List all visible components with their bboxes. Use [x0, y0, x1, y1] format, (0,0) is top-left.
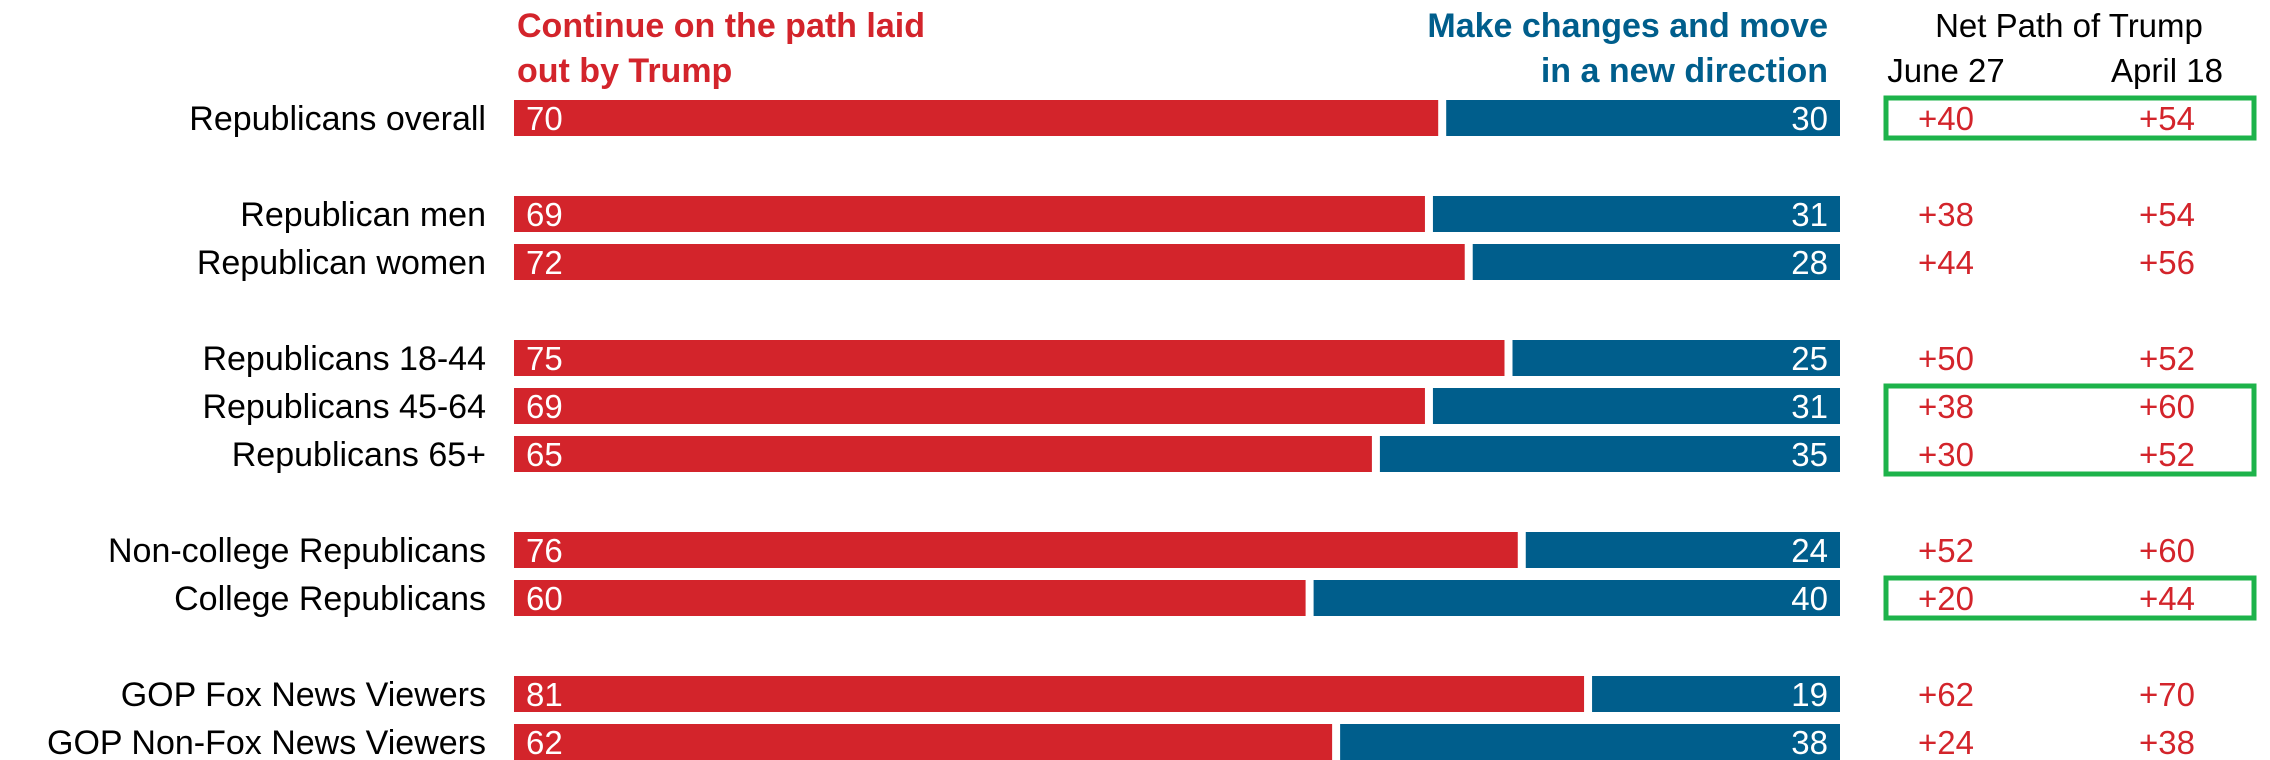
table-row: Republicans 45-64 69 31 +38 +60 [202, 388, 2195, 426]
continue-value-label: 75 [526, 340, 563, 377]
continue-bar [514, 580, 1306, 616]
net-april-value: +70 [2139, 676, 2195, 713]
continue-header-line2: out by Trump [517, 52, 732, 90]
net-april-value: +60 [2139, 388, 2195, 425]
change-value-label: 24 [1791, 532, 1828, 569]
continue-bar [514, 244, 1465, 280]
change-value-label: 38 [1791, 724, 1828, 760]
change-value-label: 31 [1791, 196, 1828, 233]
net-april-value: +52 [2139, 340, 2195, 377]
row-label: College Republicans [174, 580, 486, 618]
table-row: GOP Fox News Viewers 81 19 +62 +70 [121, 676, 2195, 714]
change-bar [1592, 676, 1840, 712]
continue-value-label: 81 [526, 676, 563, 713]
row-label: Republicans overall [189, 100, 486, 138]
change-bar [1512, 340, 1840, 376]
continue-value-label: 69 [526, 196, 563, 233]
continue-header-line1: Continue on the path laid [517, 7, 925, 45]
table-row: Republicans overall 70 30 +40 +54 [189, 100, 2195, 138]
continue-bar [514, 340, 1505, 376]
continue-value-label: 72 [526, 244, 563, 281]
highlight-boxes [1883, 95, 2257, 621]
continue-bar [514, 436, 1372, 472]
highlight-box [1883, 95, 2257, 141]
net-june-value: +52 [1918, 532, 1974, 569]
change-bar [1432, 388, 1840, 424]
change-bar [1379, 436, 1840, 472]
highlight-box [1883, 383, 2257, 477]
net-april-value: +52 [2139, 436, 2195, 473]
continue-bar [514, 724, 1333, 760]
row-label: GOP Non-Fox News Viewers [47, 724, 486, 760]
net-april-value: +44 [2139, 580, 2195, 617]
net-april-value: +54 [2139, 196, 2195, 233]
row-label: Republican women [197, 244, 486, 282]
change-header-line1: Make changes and move [1427, 7, 1828, 45]
change-bar [1446, 100, 1840, 136]
continue-value-label: 65 [526, 436, 563, 473]
change-value-label: 40 [1791, 580, 1828, 617]
table-row: Non-college Republicans 76 24 +52 +60 [108, 532, 2195, 570]
table-row: Republicans 65+ 65 35 +30 +52 [232, 436, 2195, 474]
continue-value-label: 62 [526, 724, 563, 760]
table-row: GOP Non-Fox News Viewers 62 38 +24 +38 [47, 724, 2195, 760]
change-value-label: 30 [1791, 100, 1828, 137]
net-april-value: +54 [2139, 100, 2195, 137]
continue-bar [514, 388, 1425, 424]
change-bar [1472, 244, 1840, 280]
change-bar [1432, 196, 1840, 232]
net-april-value: +56 [2139, 244, 2195, 281]
row-label: Non-college Republicans [108, 532, 486, 570]
row-label: Republicans 65+ [232, 436, 486, 474]
change-bar [1313, 580, 1840, 616]
change-bar [1340, 724, 1840, 760]
net-june-value: +38 [1918, 388, 1974, 425]
row-label: Republicans 45-64 [202, 388, 486, 426]
highlight-box [1883, 575, 2257, 621]
chart-headers: Continue on the path laid out by Trump M… [517, 7, 2223, 90]
net-june-value: +40 [1918, 100, 1974, 137]
continue-bar [514, 196, 1425, 232]
continue-bar [514, 100, 1439, 136]
table-row: Republican men 69 31 +38 +54 [240, 196, 2195, 234]
net-april-value: +60 [2139, 532, 2195, 569]
continue-value-label: 60 [526, 580, 563, 617]
net-june-value: +50 [1918, 340, 1974, 377]
table-row: College Republicans 60 40 +20 +44 [174, 580, 2195, 618]
change-value-label: 25 [1791, 340, 1828, 377]
net-june-value: +24 [1918, 724, 1974, 760]
table-row: Republicans 18-44 75 25 +50 +52 [202, 340, 2195, 378]
continue-value-label: 76 [526, 532, 563, 569]
net-column-april: April 18 [2111, 52, 2223, 89]
net-june-value: +30 [1918, 436, 1974, 473]
net-june-value: +44 [1918, 244, 1974, 281]
row-label: Republican men [240, 196, 486, 234]
net-june-value: +62 [1918, 676, 1974, 713]
continue-value-label: 69 [526, 388, 563, 425]
change-value-label: 28 [1791, 244, 1828, 281]
table-row: Republican women 72 28 +44 +56 [197, 244, 2195, 282]
row-label: Republicans 18-44 [202, 340, 486, 378]
change-bar [1525, 532, 1840, 568]
net-april-value: +38 [2139, 724, 2195, 760]
continue-bar [514, 676, 1585, 712]
change-header-line2: in a new direction [1541, 52, 1828, 90]
net-june-value: +38 [1918, 196, 1974, 233]
net-title: Net Path of Trump [1935, 7, 2203, 44]
change-value-label: 31 [1791, 388, 1828, 425]
continue-value-label: 70 [526, 100, 563, 137]
change-value-label: 35 [1791, 436, 1828, 473]
row-label: GOP Fox News Viewers [121, 676, 486, 714]
chart-rows: Republicans overall 70 30 +40 +54Republican … [47, 100, 2195, 760]
net-column-june: June 27 [1887, 52, 2004, 89]
net-june-value: +20 [1918, 580, 1974, 617]
change-value-label: 19 [1791, 676, 1828, 713]
continue-bar [514, 532, 1518, 568]
